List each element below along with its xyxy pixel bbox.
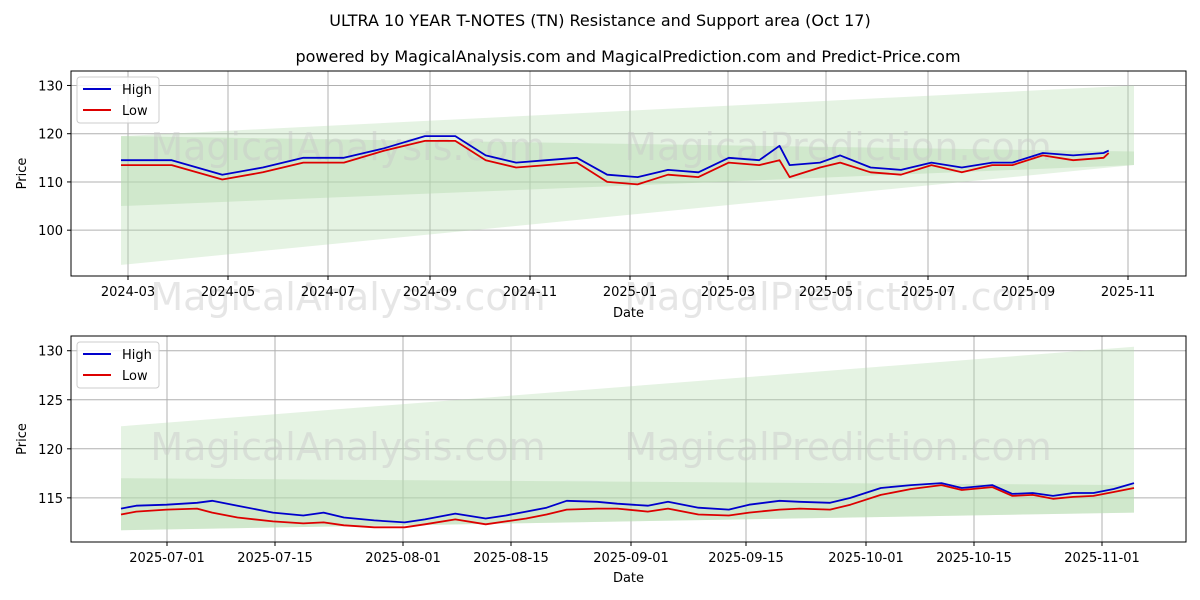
watermark-text: MagicalAnalysis.com — [150, 275, 545, 319]
y-tick-label: 115 — [38, 492, 63, 507]
x-tick-label: 2024-07 — [301, 285, 355, 300]
watermark-text: MagicalPrediction.com — [624, 425, 1052, 469]
x-tick-label: 2025-11-01 — [1064, 551, 1140, 566]
x-tick-label: 2025-10-01 — [828, 551, 904, 566]
bottom-panel: MagicalAnalysis.com MagicalPrediction.com… — [15, 335, 1187, 586]
y-axis-label: Price — [15, 158, 30, 190]
x-tick-label: 2025-01 — [603, 285, 657, 300]
x-tick-label: 2025-08-01 — [365, 551, 441, 566]
series-low-line — [120, 484, 1135, 529]
x-tick-label: 2025-03 — [701, 285, 755, 300]
top-panel: MagicalAnalysis.com MagicalPrediction.com… — [15, 70, 1187, 321]
y-axis-label: Price — [15, 423, 30, 455]
band-resistance-support-wide — [121, 85, 1134, 265]
x-tick-label: 2025-09 — [1001, 285, 1055, 300]
x-tick-label: 2025-07-01 — [129, 551, 205, 566]
series-high-line — [120, 482, 1135, 524]
band-resistance-support-wide — [121, 346, 1134, 531]
legend-label-low: Low — [122, 104, 148, 119]
y-tick-label: 100 — [38, 224, 63, 239]
x-tick-label: 2025-07 — [901, 285, 955, 300]
watermark-text: MagicalPrediction.com — [624, 125, 1052, 169]
x-tick-label: 2025-11 — [1101, 285, 1155, 300]
x-tick-label: 2024-09 — [403, 285, 457, 300]
series-low-line — [121, 139, 1110, 186]
x-tick-label: 2025-05 — [799, 285, 853, 300]
watermark-text: MagicalAnalysis.com — [150, 425, 545, 469]
x-tick-label: 2024-05 — [201, 285, 255, 300]
x-axis-label: Date — [613, 306, 644, 321]
x-tick-label: 2024-11 — [503, 285, 557, 300]
y-tick-label: 130 — [38, 345, 63, 360]
plot-frame — [70, 335, 1187, 543]
legend-label-low: Low — [122, 369, 148, 384]
x-tick-label: 2024-03 — [101, 285, 155, 300]
watermark-text: MagicalAnalysis.com — [150, 125, 545, 169]
legend-label-high: High — [122, 348, 152, 363]
x-tick-label: 2025-09-01 — [593, 551, 669, 566]
legend-label-high: High — [122, 83, 152, 98]
y-tick-label: 110 — [38, 176, 63, 191]
x-tick-label: 2025-07-15 — [237, 551, 313, 566]
x-tick-label: 2025-10-15 — [936, 551, 1012, 566]
chart-title: ULTRA 10 YEAR T-NOTES (TN) Resistance an… — [329, 11, 870, 30]
watermark-text: MagicalPrediction.com — [624, 275, 1052, 319]
chart-subtitle: powered by MagicalAnalysis.com and Magic… — [295, 47, 960, 66]
y-tick-label: 125 — [38, 394, 63, 409]
x-tick-label: 2025-09-15 — [708, 551, 784, 566]
y-tick-label: 130 — [38, 79, 63, 94]
legend: High Low — [76, 341, 160, 389]
y-tick-label: 120 — [38, 128, 63, 143]
plot-frame — [70, 70, 1187, 277]
x-axis-label: Date — [613, 571, 644, 586]
series-high-line — [121, 135, 1110, 179]
legend: High Low — [76, 76, 160, 124]
x-tick-label: 2025-08-15 — [473, 551, 549, 566]
y-tick-label: 120 — [38, 443, 63, 458]
